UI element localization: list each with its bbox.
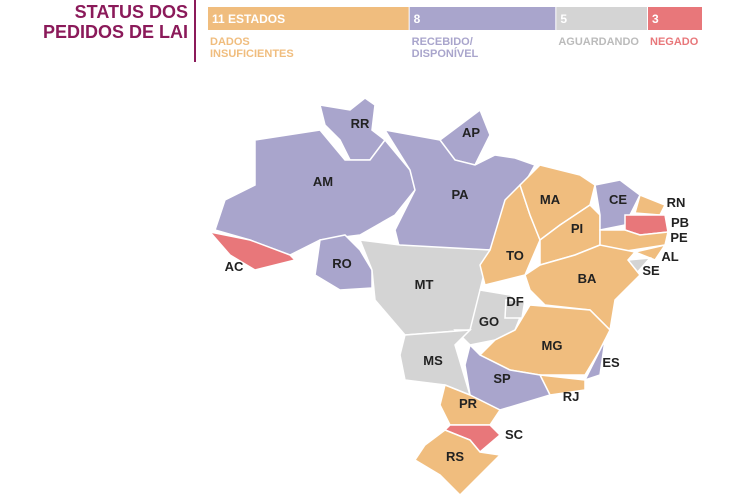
- state-label: PE: [670, 230, 688, 245]
- status-count: 11 ESTADOS: [212, 12, 285, 26]
- status-bar: [648, 7, 702, 30]
- state-label: MT: [415, 277, 434, 292]
- state-label: MG: [542, 338, 563, 353]
- state-label: AM: [313, 174, 333, 189]
- state-label: RN: [667, 195, 686, 210]
- status-count: 3: [652, 12, 659, 26]
- state: [634, 193, 667, 216]
- state: [524, 244, 642, 332]
- state-label: GO: [479, 314, 499, 329]
- state: [583, 339, 606, 382]
- state-label: PR: [459, 396, 478, 411]
- state-label: MS: [423, 353, 443, 368]
- status-bar: [208, 7, 409, 30]
- state-label: AP: [462, 125, 480, 140]
- status-name: NEGADO: [650, 36, 699, 48]
- state: [207, 230, 297, 271]
- state-label: RS: [446, 449, 464, 464]
- state-label: CE: [609, 192, 627, 207]
- state-label: AC: [225, 259, 244, 274]
- state-label: TO: [506, 248, 524, 263]
- status-bar: [409, 7, 556, 30]
- state-label: RR: [351, 116, 370, 131]
- status-bar: [556, 7, 647, 30]
- state-label: BA: [578, 271, 597, 286]
- state: [314, 234, 373, 291]
- status-name: DADOS INSUFICIENTES: [210, 36, 294, 60]
- state-label: RO: [332, 256, 352, 271]
- divider: [194, 0, 196, 62]
- title: STATUS DOS PEDIDOS DE LAI: [42, 2, 188, 42]
- state: [632, 243, 667, 261]
- state-label: SC: [505, 427, 524, 442]
- state-label: PB: [671, 215, 689, 230]
- state-label: DF: [506, 294, 523, 309]
- state-label: AL: [661, 249, 678, 264]
- state-label: RJ: [563, 389, 580, 404]
- state-label: PA: [451, 187, 469, 202]
- state-label: SP: [493, 371, 511, 386]
- state-label: MA: [540, 192, 561, 207]
- state-label: PI: [571, 221, 583, 236]
- status-count: 5: [560, 12, 567, 26]
- state: [464, 343, 552, 411]
- state: [214, 129, 416, 256]
- status-count: 8: [414, 12, 421, 26]
- state-label: SE: [642, 263, 660, 278]
- status-name: AGUARDANDO: [558, 36, 639, 48]
- state: [413, 429, 502, 497]
- state-label: ES: [602, 355, 620, 370]
- status-name: RECEBIDO/ DISPONÍVEL: [411, 36, 479, 60]
